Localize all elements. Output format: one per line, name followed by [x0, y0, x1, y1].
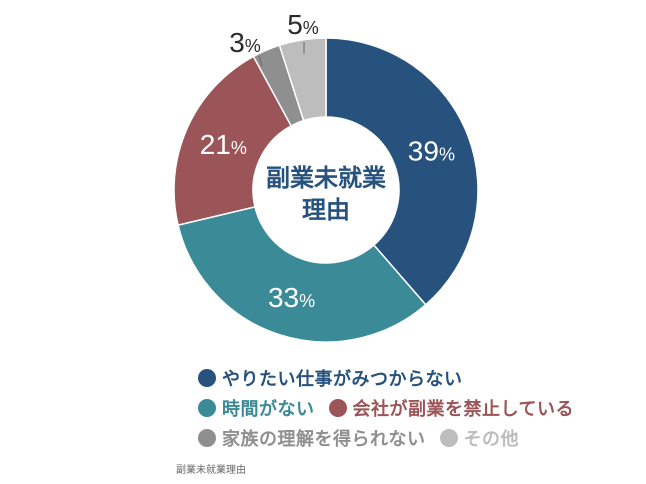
slice-value-label: 3% — [229, 27, 261, 58]
slice-value-label: 33% — [268, 282, 315, 313]
legend-row: 時間がない 会社が副業を禁止している — [198, 393, 638, 423]
slice-value-label: 21% — [200, 129, 247, 160]
donut-chart: 39% 33% 21% 3% 5% 副業未就業理由 — [173, 9, 479, 343]
legend-swatch — [439, 429, 458, 447]
center-title: 理由 — [302, 196, 350, 224]
legend-label: 家族の理解を得られない — [222, 429, 426, 450]
chart-caption: 副業未就業理由 — [176, 465, 246, 476]
donut-slice — [177, 205, 427, 343]
legend-row: 家族の理解を得られない その他 — [198, 423, 638, 453]
legend-label: やりたい仕事がみつからない — [222, 369, 463, 390]
legend-item: その他 — [439, 425, 520, 451]
legend-swatch — [198, 369, 216, 387]
legend-item: やりたい仕事がみつからない — [198, 365, 463, 391]
legend-swatch — [328, 399, 347, 417]
legend-label: 会社が副業を禁止している — [352, 399, 574, 420]
legend-row: やりたい仕事がみつからない — [198, 363, 638, 393]
legend-swatch — [198, 399, 216, 417]
legend-item: 会社が副業を禁止している — [328, 395, 574, 421]
slice-value-label: 5% — [287, 9, 319, 40]
legend-swatch — [198, 429, 216, 447]
donut-slice — [325, 37, 479, 306]
legend-label: その他 — [463, 429, 519, 450]
legend-item: 時間がない — [198, 395, 315, 421]
center-title: 副業未就業 — [266, 164, 386, 192]
label-leader-line — [258, 55, 263, 67]
donut-slice — [278, 37, 327, 122]
legend-label: 時間がない — [222, 399, 315, 420]
chart-legend: やりたい仕事がみつからない 時間がない 会社が副業を禁止している家族の理解を得られな… — [198, 363, 638, 453]
donut-slice — [173, 55, 293, 227]
slice-value-label: 39% — [408, 136, 455, 167]
legend-item: 家族の理解を得られない — [198, 425, 426, 451]
